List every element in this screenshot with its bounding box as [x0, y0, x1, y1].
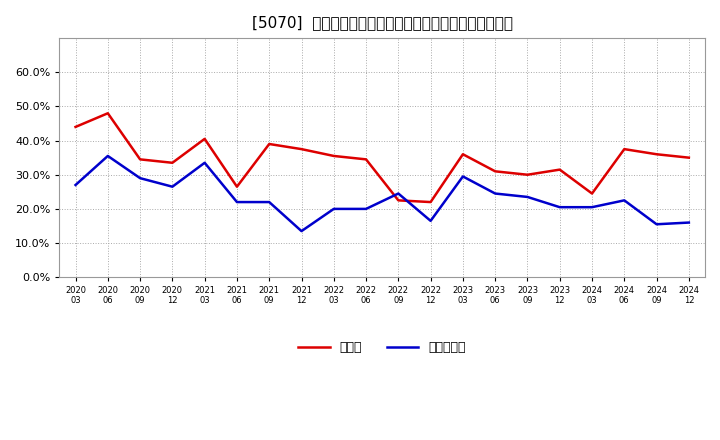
有利子負債	[265, 199, 274, 205]
有利子負債	[361, 206, 370, 212]
有利子負債	[71, 182, 80, 187]
有利子負債	[233, 199, 241, 205]
有利子負債	[330, 206, 338, 212]
現顔金	[588, 191, 596, 196]
現顔金	[200, 136, 209, 142]
有利子負債	[104, 153, 112, 158]
現顔金	[459, 152, 467, 157]
Legend: 現顔金, 有利子負債: 現顔金, 有利子負債	[294, 336, 471, 359]
現顔金	[394, 198, 402, 203]
有利子負債	[297, 228, 306, 234]
有利子負債	[459, 174, 467, 179]
現顔金	[652, 152, 661, 157]
現顔金	[104, 110, 112, 116]
有利子負債	[394, 191, 402, 196]
現顔金	[233, 184, 241, 189]
有利子負債	[426, 218, 435, 224]
現顔金	[620, 147, 629, 152]
現顔金	[685, 155, 693, 160]
有利子負債	[555, 205, 564, 210]
Line: 現顔金: 現顔金	[76, 113, 689, 202]
有利子負債	[491, 191, 500, 196]
現顔金	[168, 160, 176, 165]
現顔金	[265, 141, 274, 147]
有利子負債	[620, 198, 629, 203]
現顔金	[330, 153, 338, 158]
有利子負債	[685, 220, 693, 225]
Title: [5070]  現顔金、有利子負債の総資産に対する比率の推移: [5070] 現顔金、有利子負債の総資産に対する比率の推移	[252, 15, 513, 30]
Line: 有利子負債: 有利子負債	[76, 156, 689, 231]
有利子負債	[168, 184, 176, 189]
有利子負債	[136, 176, 145, 181]
有利子負債	[652, 222, 661, 227]
現顔金	[136, 157, 145, 162]
現顔金	[523, 172, 532, 177]
現顔金	[297, 147, 306, 152]
有利子負債	[588, 205, 596, 210]
現顔金	[426, 199, 435, 205]
現顔金	[491, 169, 500, 174]
現顔金	[71, 124, 80, 129]
有利子負債	[200, 160, 209, 165]
現顔金	[555, 167, 564, 172]
現顔金	[361, 157, 370, 162]
有利子負債	[523, 194, 532, 200]
